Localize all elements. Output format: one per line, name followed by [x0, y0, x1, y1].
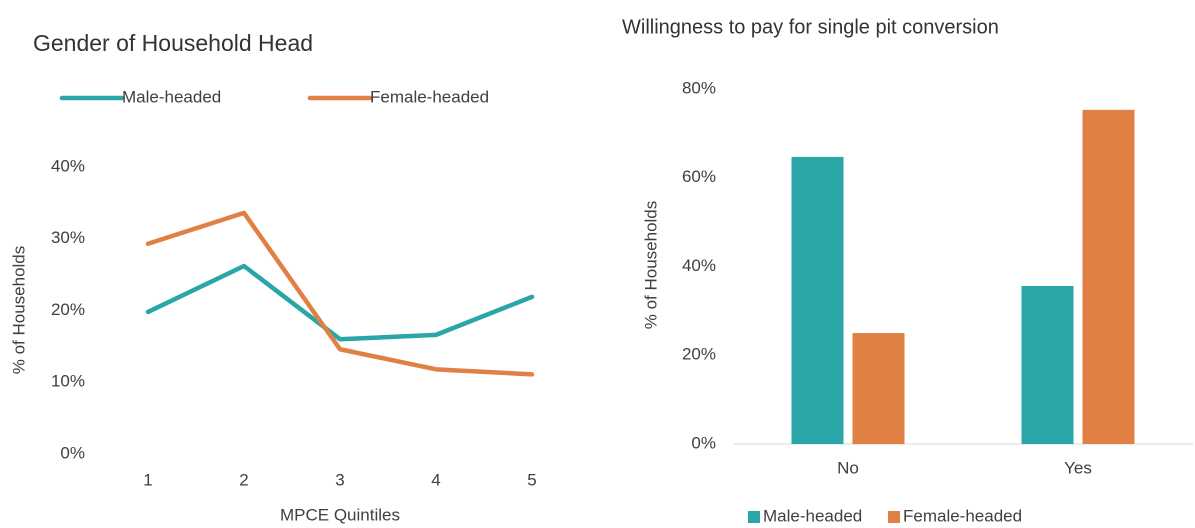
chart-title: Willingness to pay for single pit conver… [622, 16, 999, 38]
line [145, 210, 535, 377]
y-tick-label: 20% [682, 345, 716, 364]
y-tick-label: 40% [51, 156, 85, 175]
x-tick-label: No [837, 458, 859, 477]
y-tick-label: 0% [60, 443, 85, 462]
y-tick-label: 10% [51, 372, 85, 391]
legend-label: Male-headed [122, 87, 221, 106]
y-axis-title: % of Households [641, 201, 660, 330]
y-tick-label: 40% [682, 256, 716, 275]
legend-swatch [748, 511, 760, 523]
legend-label: Female-headed [903, 506, 1022, 525]
x-tick-label: 4 [431, 470, 440, 489]
legend-label: Male-headed [763, 506, 862, 525]
legend-label: Female-headed [370, 87, 489, 106]
legend-swatch [888, 511, 900, 523]
bar [1021, 286, 1074, 444]
y-tick-label: 0% [691, 433, 716, 452]
x-tick-label: 3 [335, 470, 344, 489]
y-tick-label: 60% [682, 167, 716, 186]
y-axis-title: % of Households [9, 246, 28, 375]
y-tick-label: 80% [682, 78, 716, 97]
chart-title: Gender of Household Head [33, 30, 313, 56]
bar [852, 333, 905, 444]
line [145, 263, 535, 342]
y-tick-label: 20% [51, 300, 85, 319]
x-tick-label: 5 [527, 470, 536, 489]
x-tick-label: Yes [1064, 458, 1092, 477]
x-tick-label: 2 [239, 470, 248, 489]
bar [1082, 109, 1135, 444]
x-tick-label: 1 [143, 470, 152, 489]
bar [791, 156, 844, 445]
y-tick-label: 30% [51, 228, 85, 247]
x-axis-title: MPCE Quintiles [280, 505, 400, 524]
